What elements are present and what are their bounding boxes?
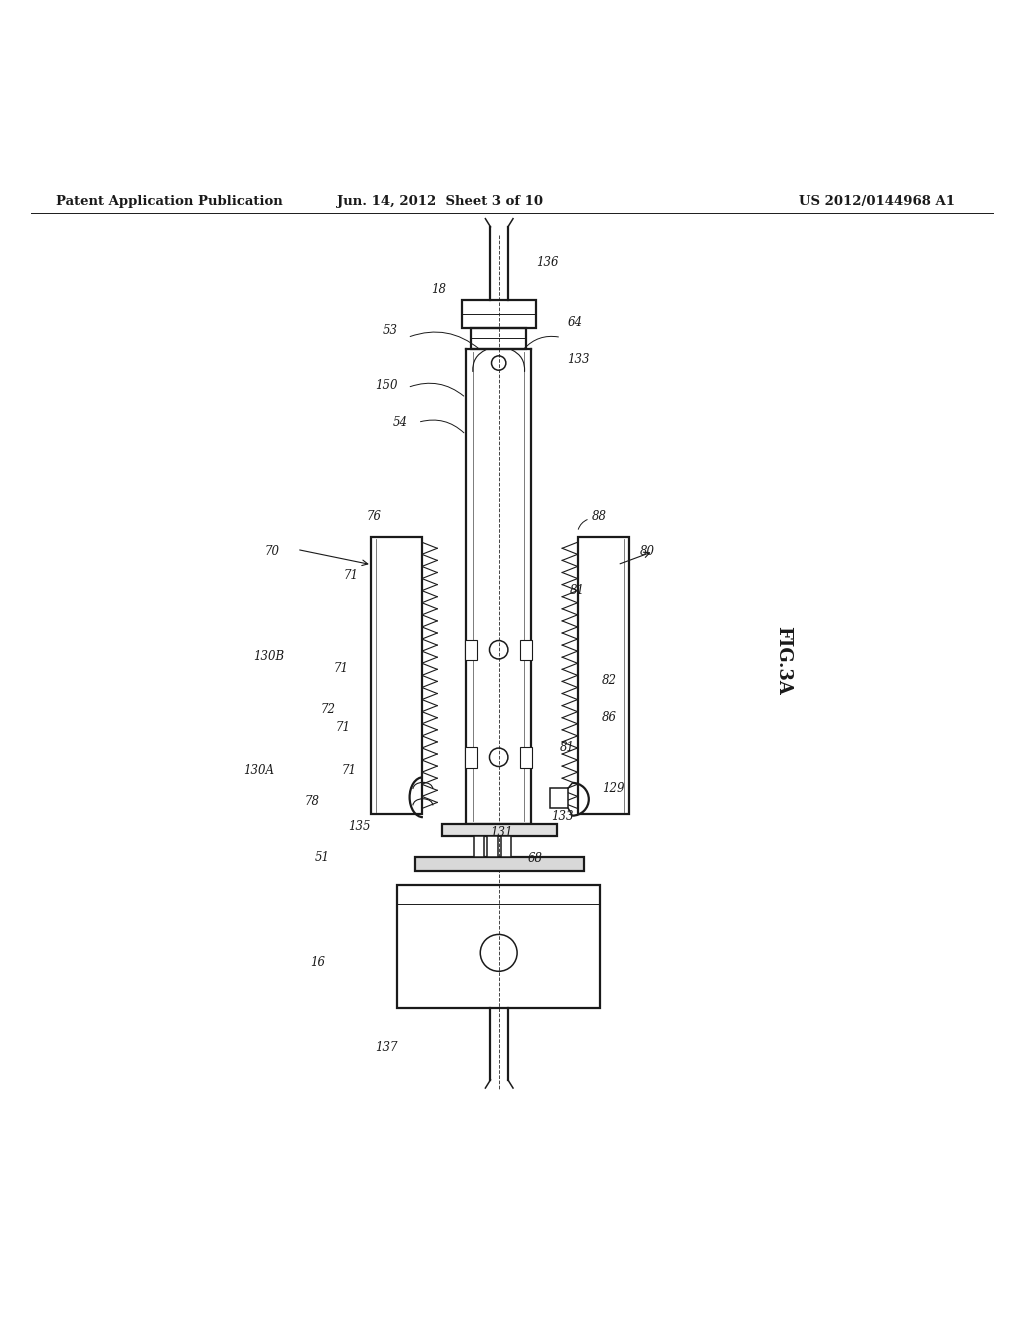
- Bar: [462, 300, 536, 329]
- Text: 18: 18: [431, 282, 446, 296]
- Text: 150: 150: [375, 379, 397, 392]
- Text: 135: 135: [348, 821, 371, 833]
- Text: Patent Application Publication: Patent Application Publication: [56, 195, 283, 207]
- Text: 130B: 130B: [254, 651, 285, 664]
- Text: 78: 78: [304, 795, 319, 808]
- Text: 82: 82: [602, 675, 617, 686]
- Bar: [471, 329, 526, 348]
- Text: 80: 80: [640, 545, 655, 558]
- Text: 71: 71: [335, 721, 350, 734]
- Text: 68: 68: [527, 853, 543, 865]
- Text: 131: 131: [490, 825, 513, 838]
- Text: 71: 71: [343, 569, 358, 582]
- Text: 72: 72: [321, 702, 336, 715]
- Bar: [520, 639, 532, 660]
- Text: 71: 71: [333, 661, 348, 675]
- Bar: [371, 537, 422, 813]
- Text: 70: 70: [264, 545, 280, 558]
- Text: 137: 137: [375, 1040, 397, 1053]
- Bar: [578, 537, 629, 813]
- Text: 86: 86: [602, 711, 617, 723]
- Bar: [520, 747, 532, 767]
- Text: 133: 133: [551, 810, 573, 824]
- Text: 64: 64: [567, 315, 583, 329]
- Text: 76: 76: [367, 510, 382, 523]
- Text: 54: 54: [392, 416, 408, 429]
- Text: 129: 129: [602, 781, 625, 795]
- Text: Jun. 14, 2012  Sheet 3 of 10: Jun. 14, 2012 Sheet 3 of 10: [337, 195, 544, 207]
- Text: 16: 16: [310, 956, 326, 969]
- Text: 88: 88: [592, 510, 607, 523]
- Text: 81: 81: [569, 583, 585, 597]
- Text: 136: 136: [537, 256, 559, 269]
- Bar: [474, 836, 484, 857]
- Text: 53: 53: [382, 323, 397, 337]
- Bar: [397, 886, 600, 1008]
- Bar: [465, 639, 477, 660]
- Text: 51: 51: [314, 851, 330, 865]
- Text: 71: 71: [341, 764, 356, 777]
- Bar: [550, 788, 568, 808]
- Bar: [501, 836, 511, 857]
- Text: 81: 81: [560, 741, 575, 754]
- Text: 130A: 130A: [244, 764, 274, 777]
- Text: FIG.3A: FIG.3A: [774, 626, 793, 694]
- Text: US 2012/0144968 A1: US 2012/0144968 A1: [799, 195, 954, 207]
- Bar: [415, 857, 584, 871]
- Text: 133: 133: [567, 354, 590, 367]
- Bar: [442, 824, 557, 836]
- Bar: [465, 747, 477, 767]
- Bar: [487, 836, 498, 857]
